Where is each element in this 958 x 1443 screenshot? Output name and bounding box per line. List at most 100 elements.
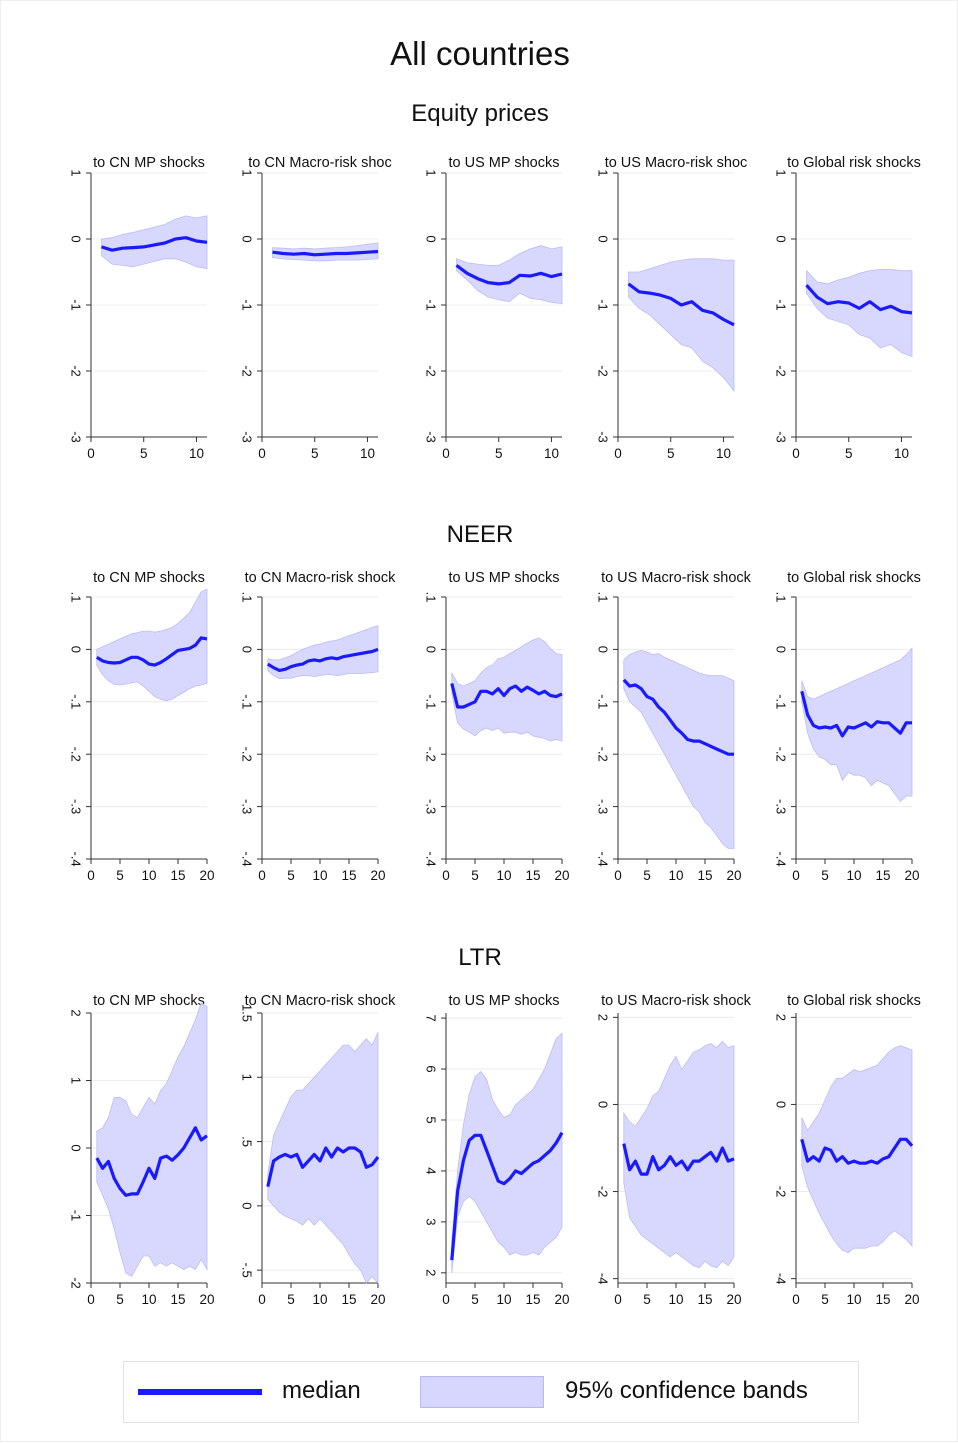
y-tick-label: -2 bbox=[424, 365, 439, 377]
confidence-band bbox=[451, 637, 563, 742]
confidence-band bbox=[801, 647, 913, 802]
y-tick-label: 0 bbox=[240, 646, 255, 653]
y-tick-label: 0 bbox=[69, 235, 84, 242]
y-tick-label: -1 bbox=[774, 299, 789, 311]
x-tick-label: 10 bbox=[141, 1292, 156, 1307]
x-tick-label: 5 bbox=[471, 1292, 479, 1307]
y-tick-label: .5 bbox=[240, 1136, 255, 1147]
section-title-equity: Equity prices bbox=[411, 100, 549, 127]
x-tick-label: 10 bbox=[496, 868, 511, 883]
y-tick-label: .1 bbox=[240, 592, 255, 603]
y-tick-label: 2 bbox=[424, 1269, 439, 1276]
x-tick-label: 0 bbox=[87, 868, 95, 883]
confidence-band bbox=[96, 1002, 208, 1277]
confidence-band bbox=[101, 215, 208, 270]
x-tick-label: 5 bbox=[845, 446, 853, 461]
x-tick-label: 10 bbox=[360, 446, 375, 461]
y-tick-label: .1 bbox=[596, 592, 611, 603]
y-tick-label: -.4 bbox=[69, 851, 84, 866]
median-line bbox=[266, 1146, 380, 1187]
panel-title: to Global risk shocks bbox=[787, 570, 921, 586]
median-line bbox=[101, 236, 208, 252]
panel-title: to US Macro-risk shock bbox=[601, 570, 752, 586]
y-tick-label: .1 bbox=[774, 592, 789, 603]
confidence-band bbox=[806, 269, 913, 358]
panel-title: to Global risk shocks bbox=[787, 993, 921, 1009]
x-tick-label: 0 bbox=[258, 868, 266, 883]
y-tick-label: -2 bbox=[240, 365, 255, 377]
y-tick-label: 0 bbox=[240, 235, 255, 242]
y-tick-label: 0 bbox=[774, 646, 789, 653]
x-tick-label: 0 bbox=[792, 1292, 800, 1307]
y-tick-label: -.1 bbox=[424, 694, 439, 709]
y-tick-label: 2 bbox=[69, 1009, 84, 1016]
x-tick-label: 15 bbox=[875, 868, 890, 883]
y-tick-label: -3 bbox=[69, 431, 84, 443]
x-tick-label: 15 bbox=[341, 868, 356, 883]
y-tick-label: -.3 bbox=[424, 799, 439, 814]
y-tick-label: -.2 bbox=[774, 747, 789, 762]
x-tick-label: 10 bbox=[544, 446, 559, 461]
y-tick-label: 1 bbox=[240, 1074, 255, 1081]
y-tick-label: 1 bbox=[424, 169, 439, 176]
y-tick-label: 3 bbox=[424, 1218, 439, 1225]
x-tick-label: 0 bbox=[442, 1292, 450, 1307]
y-tick-label: 0 bbox=[596, 646, 611, 653]
y-tick-label: 1.5 bbox=[240, 1004, 255, 1022]
y-tick-label: -1 bbox=[69, 1210, 84, 1222]
y-tick-label: -.3 bbox=[596, 799, 611, 814]
panel-neer-3: to US MP shocks -.4 -.3 -.2 -.1 0 .1 0 5 10 15 20 bbox=[424, 570, 570, 883]
median-legend-swatch bbox=[138, 1389, 262, 1395]
y-tick-label: -2 bbox=[596, 365, 611, 377]
x-tick-label: 0 bbox=[442, 868, 450, 883]
section-title-neer: NEER bbox=[446, 521, 514, 548]
y-tick-label: 0 bbox=[424, 646, 439, 653]
band-legend-label: 95% confidence bands bbox=[565, 1377, 808, 1404]
x-tick-label: 10 bbox=[668, 1292, 683, 1307]
median-line bbox=[800, 690, 912, 738]
x-tick-label: 20 bbox=[554, 1292, 569, 1307]
figure-title: All countries bbox=[390, 35, 570, 72]
x-tick-label: 0 bbox=[87, 446, 95, 461]
x-tick-label: 10 bbox=[894, 446, 909, 461]
panel-title: to US MP shocks bbox=[449, 155, 560, 171]
x-tick-label: 0 bbox=[792, 446, 800, 461]
y-tick-label: -.3 bbox=[69, 799, 84, 814]
y-tick-label: -1 bbox=[240, 299, 255, 311]
y-tick-label: -.4 bbox=[774, 851, 789, 866]
y-tick-label: -1 bbox=[424, 299, 439, 311]
median-line bbox=[95, 636, 208, 667]
y-tick-label: -.3 bbox=[240, 799, 255, 814]
y-tick-label: 0 bbox=[596, 1101, 611, 1108]
y-tick-label: 1 bbox=[596, 169, 611, 176]
y-tick-label: -.5 bbox=[240, 1263, 255, 1278]
confidence-band bbox=[456, 245, 563, 305]
y-tick-label: -2 bbox=[774, 1186, 789, 1198]
median-line bbox=[622, 678, 734, 756]
x-tick-label: 0 bbox=[87, 1292, 95, 1307]
panel-title: to CN Macro-risk shock bbox=[245, 570, 396, 586]
x-tick-label: 15 bbox=[525, 1292, 540, 1307]
x-tick-label: 5 bbox=[287, 1292, 295, 1307]
x-tick-label: 20 bbox=[554, 868, 569, 883]
y-tick-label: 1 bbox=[774, 169, 789, 176]
x-tick-label: 10 bbox=[846, 1292, 861, 1307]
y-tick-label: 0 bbox=[240, 1202, 255, 1209]
panel-neer-1: to CN MP shocks -.4 -.3 -.2 -.1 0 .1 0 5 10 15 20 bbox=[69, 570, 215, 883]
y-tick-label: -3 bbox=[774, 431, 789, 443]
panel-title: to US MP shocks bbox=[449, 993, 560, 1009]
confidence-band bbox=[628, 258, 735, 392]
y-tick-label: 7 bbox=[424, 1014, 439, 1021]
y-tick-label: -.2 bbox=[596, 747, 611, 762]
y-tick-label: 2 bbox=[774, 1014, 789, 1021]
x-tick-label: 20 bbox=[904, 1292, 919, 1307]
x-tick-label: 5 bbox=[821, 1292, 829, 1307]
y-tick-label: -.1 bbox=[596, 694, 611, 709]
x-tick-label: 0 bbox=[442, 446, 450, 461]
x-tick-label: 15 bbox=[170, 1292, 185, 1307]
